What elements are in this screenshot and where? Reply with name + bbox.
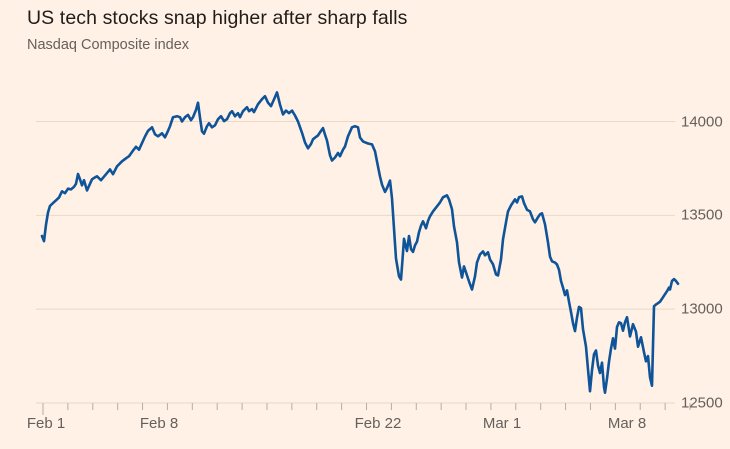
x-axis-label: Feb 22 [354, 415, 402, 432]
nasdaq-price-line [40, 91, 680, 394]
gridlines [36, 121, 675, 404]
x-axis-label: Mar 1 [482, 415, 522, 432]
x-axis-label: Feb 8 [139, 415, 179, 432]
chart-title: US tech stocks snap higher after sharp f… [27, 7, 408, 29]
y-axis-label: 14000 [681, 113, 723, 130]
y-axis-label: 13000 [681, 300, 723, 318]
x-axis-label: Feb 1 [26, 415, 66, 432]
x-axis-label: Mar 8 [607, 415, 647, 432]
x-axis-ticks [42, 403, 691, 415]
y-axis-label: 13500 [681, 206, 723, 224]
chart-subtitle: Nasdaq Composite index [27, 37, 190, 53]
y-axis-label: 12500 [681, 394, 723, 412]
